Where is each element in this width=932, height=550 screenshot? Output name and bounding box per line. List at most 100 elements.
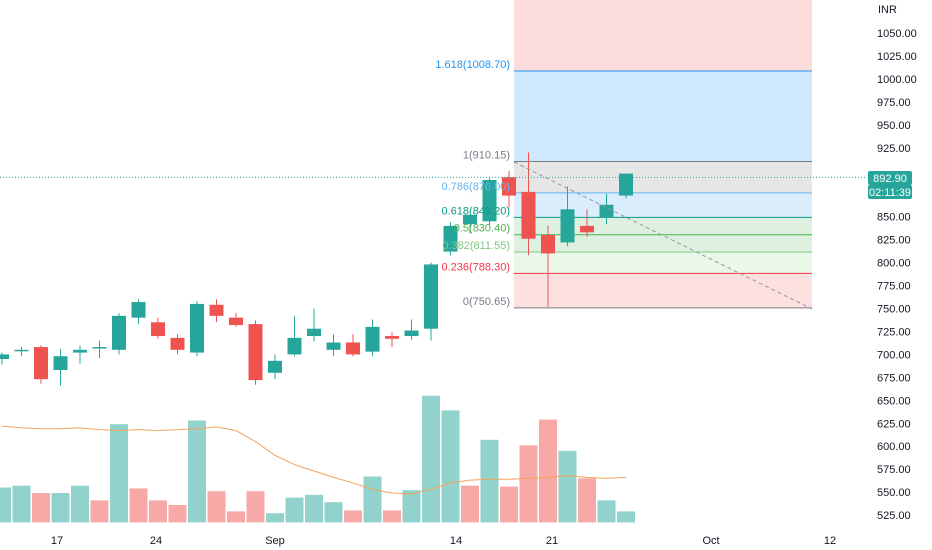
volume-bar — [422, 395, 440, 523]
currency-badge-bg — [876, 2, 916, 16]
fib-retracement-zones — [514, 0, 812, 309]
price-tick-label: 700.00 — [877, 349, 911, 361]
time-axis[interactable]: 17 24 Sep 14 21 Oct 12 — [51, 535, 836, 547]
volume-bar — [500, 486, 518, 523]
candle — [92, 340, 107, 359]
candle — [385, 332, 399, 348]
price-tick-label: 850.00 — [877, 212, 911, 224]
fib-level-label: 0.382(811.55) — [442, 240, 510, 252]
candle-body — [541, 235, 555, 254]
fib-level-label: 0.618(849.20) — [442, 205, 511, 217]
price-tick-label: 1025.00 — [877, 51, 917, 63]
candle-body — [521, 191, 536, 239]
date-tick-label: Oct — [702, 535, 719, 547]
candle-body — [287, 337, 302, 355]
candle-body — [307, 328, 321, 337]
volume-bar — [207, 491, 226, 523]
candle — [287, 315, 302, 357]
price-tick-label: 1050.00 — [877, 28, 917, 40]
candle-body — [385, 336, 399, 339]
candle — [424, 262, 438, 341]
volume-bar — [110, 424, 128, 523]
fib-level-label: 0.5(830.40) — [454, 223, 510, 235]
volume-bar — [539, 419, 557, 523]
date-tick-label: Sep — [265, 535, 285, 547]
volume-bar — [461, 485, 479, 523]
candle-body — [34, 347, 48, 380]
date-tick-label: 12 — [824, 535, 836, 547]
volume-bar — [617, 511, 635, 523]
candle-body — [463, 214, 477, 225]
price-tick-label: 1000.00 — [877, 74, 917, 86]
volume-bar — [246, 491, 265, 523]
candle — [541, 225, 555, 307]
fib-zone — [514, 217, 812, 235]
candle-body — [365, 326, 380, 352]
candle-body — [404, 330, 419, 337]
price-tick-label: 550.00 — [877, 487, 911, 499]
price-tick-label: 750.00 — [877, 304, 911, 316]
price-axis[interactable]: 1050.00 1025.00 1000.00 975.00 950.00 925.00 8… — [877, 28, 917, 522]
candle — [463, 214, 477, 234]
fib-zone — [514, 251, 812, 274]
candle-body — [346, 342, 360, 355]
date-tick-label: 14 — [450, 535, 462, 547]
candle-body — [190, 303, 204, 353]
price-tick-label: 725.00 — [877, 326, 911, 338]
volume-bar — [0, 487, 11, 523]
fib-level-label: 0.786(876.00) — [442, 181, 511, 193]
countdown-label: 02:11:39 — [869, 187, 911, 199]
candle — [112, 313, 126, 355]
volume-bar — [149, 500, 167, 523]
volume-bar — [558, 450, 577, 523]
price-tick-label: 800.00 — [877, 258, 911, 270]
volume-bar — [266, 513, 284, 523]
candle — [34, 345, 48, 384]
price-tick-label: 625.00 — [877, 418, 911, 430]
candle-body — [112, 315, 126, 350]
candle — [209, 299, 224, 323]
candle — [443, 222, 458, 256]
candle — [170, 334, 185, 355]
date-tick-label: 17 — [51, 535, 63, 547]
candle — [580, 209, 594, 237]
candlesticks — [0, 152, 633, 386]
candle-body — [619, 173, 633, 196]
volume-bar — [285, 497, 304, 523]
volume-bar — [344, 510, 362, 523]
price-tick-label: 650.00 — [877, 395, 911, 407]
fib-level-label: 0(750.65) — [463, 296, 510, 308]
price-tick-label: 950.00 — [877, 120, 911, 132]
fib-level-label: 1.618(1008.70) — [435, 59, 510, 71]
candle — [599, 193, 614, 225]
candle — [482, 178, 497, 226]
price-tick-label: 600.00 — [877, 441, 911, 453]
candle-body — [0, 354, 9, 359]
fib-zone — [514, 273, 812, 308]
candle — [268, 354, 282, 380]
candle-body — [92, 347, 107, 349]
candle — [53, 348, 68, 386]
candle — [502, 170, 516, 208]
last-price-label: 892.90 — [873, 173, 907, 185]
candle — [404, 319, 419, 340]
volume-bar — [402, 490, 421, 523]
price-tick-label: 575.00 — [877, 464, 911, 476]
candle-body — [502, 177, 516, 196]
candle-body — [326, 342, 341, 350]
candle-body — [268, 360, 282, 373]
candle — [365, 319, 380, 357]
candle-body — [580, 225, 594, 233]
fib-level-labels: 1.618(1008.70) 1(910.15) 0.786(876.00) 0.61… — [435, 59, 510, 308]
fib-zone-top — [514, 0, 812, 72]
candle — [560, 186, 575, 247]
candle-body — [560, 209, 575, 243]
fib-level-label: 0.236(788.30) — [442, 261, 511, 273]
fib-trend-line[interactable] — [513, 161, 813, 310]
volume-bar — [32, 493, 50, 523]
volume-bar — [51, 493, 70, 523]
countdown-badge-bg — [868, 185, 912, 199]
candle — [14, 347, 29, 357]
last-price-badge: 892.90 02:11:39 — [868, 171, 912, 199]
